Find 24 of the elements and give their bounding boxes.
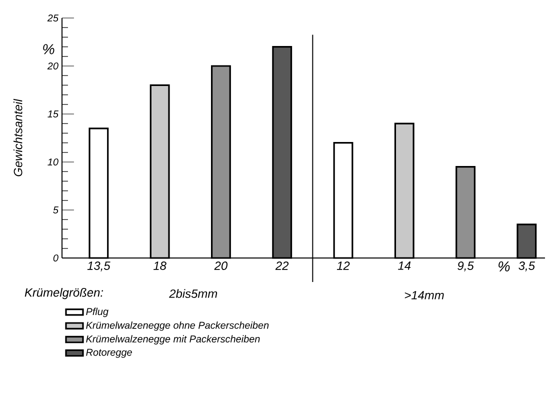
x-axis-title: Krümelgrößen:	[24, 288, 104, 300]
y-tick-label: 25	[47, 14, 58, 22]
data-label: 22	[275, 262, 289, 270]
data-label: 13,5	[87, 262, 110, 272]
legend-label: Krümelwalzenegge ohne Packerscheiben	[86, 321, 269, 331]
data-label: 18	[153, 262, 166, 270]
y-tick-label: 20	[47, 62, 58, 70]
y-tick-label: 15	[48, 110, 58, 118]
data-label: 3,5	[518, 262, 535, 272]
text: >14mm	[404, 291, 444, 300]
text: %	[43, 44, 54, 54]
data-label: 12	[336, 262, 350, 270]
text: 2bis5mm	[169, 289, 218, 298]
legend-label: Pflug	[86, 308, 108, 318]
y-axis-title: Gewichtsanteil	[13, 98, 22, 176]
legend-label: Rotoregge	[86, 348, 132, 358]
y-tick-label: 5	[53, 206, 58, 214]
text: %	[498, 261, 510, 272]
data-label: 9,5	[458, 262, 474, 272]
legend-label: Krümelwalzenegge mit Packerscheiben	[86, 335, 260, 344]
data-label: 20	[214, 262, 228, 270]
y-tick-label: 0	[53, 254, 58, 262]
data-label: 14	[398, 262, 411, 270]
y-tick-label: 10	[48, 158, 58, 166]
